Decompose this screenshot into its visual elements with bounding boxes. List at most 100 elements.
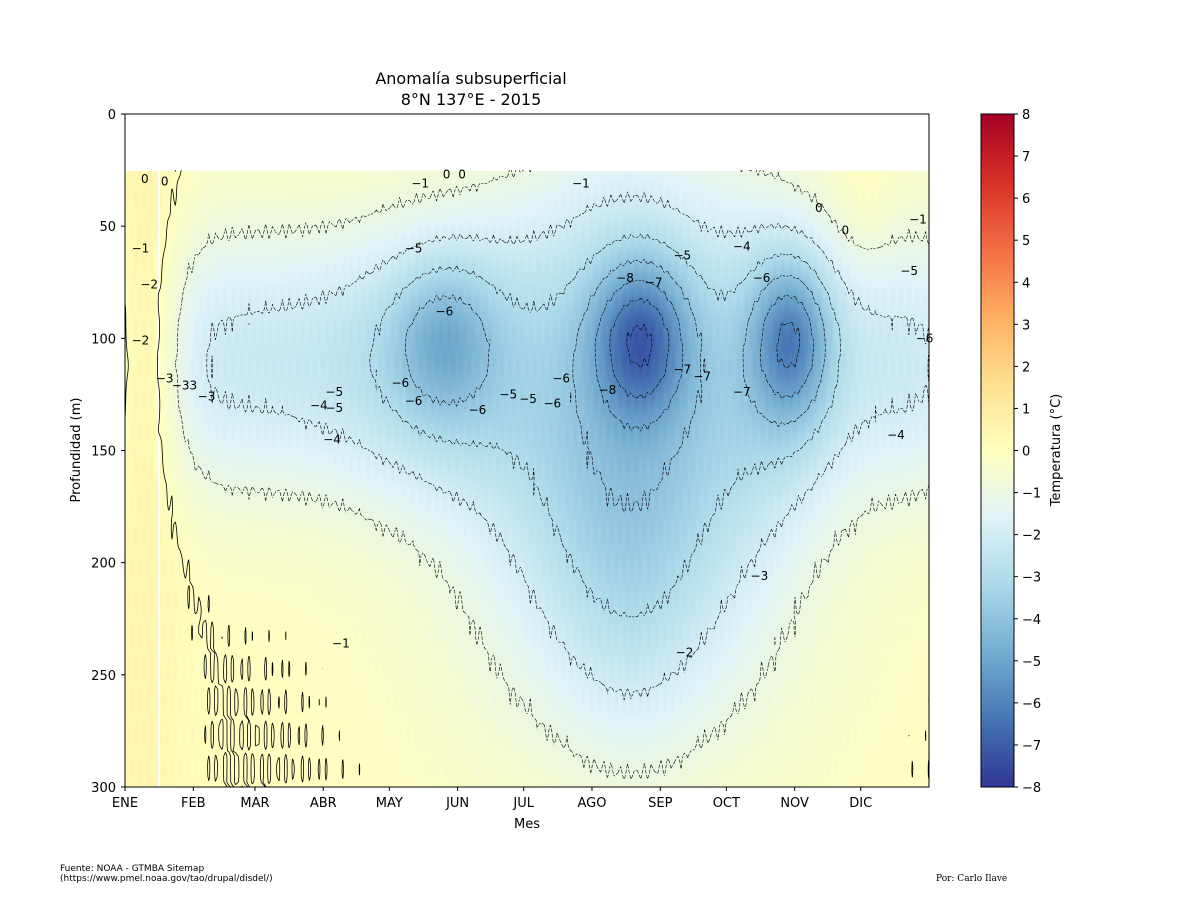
x-axis-label: Mes <box>514 817 540 832</box>
x-tick-label: DIC <box>849 796 872 811</box>
contour-label: −6 <box>391 376 409 390</box>
colorbar-ticks: 8 7 6 5 4 3 2 1 0 −1 −2 −3 −4 −5 −6 −7 −8 <box>1014 108 1041 796</box>
contour-label: −5 <box>900 264 918 278</box>
contour-label: −2 <box>676 645 694 659</box>
colorbar-label: Temperatura (°C) <box>1049 394 1064 507</box>
x-tick-label: MAR <box>240 796 269 811</box>
contour-label: −3 <box>156 372 174 386</box>
contour-labels: 0 0−1−2−2−3−33−3−4−5−5−4−6−6−6−5−10 0−6−5−… <box>132 168 934 660</box>
contour-label: −4 <box>887 428 905 442</box>
contour-label: −6 <box>405 394 423 408</box>
colorbar-tick-label: −1 <box>1022 487 1041 502</box>
contour-lines <box>125 169 929 787</box>
contour-label: −5 <box>325 401 343 415</box>
heatmap-plot-area: 0 0−1−2−2−3−33−3−4−5−5−4−6−6−6−5−10 0−6−5−… <box>124 113 934 788</box>
contour-label: −2 <box>132 334 150 348</box>
contour-line <box>369 233 841 618</box>
contour-label: −1 <box>411 177 429 191</box>
contour-label: −1 <box>332 636 350 650</box>
contour-label: 0 <box>443 168 451 182</box>
colorbar-tick-label: −3 <box>1022 571 1041 586</box>
x-tick-label: JUN <box>445 796 469 811</box>
contour-label: −5 <box>519 392 537 406</box>
colorbar-tick-label: −7 <box>1022 739 1041 754</box>
source-line-1: Fuente: NOAA - GTMBA Sitemap <box>60 864 205 874</box>
colorbar-tick-label: 0 <box>1022 445 1030 460</box>
author-credit: Por: Carlo Ilave <box>936 874 1008 884</box>
heatmap-raster <box>125 114 929 787</box>
contour-label: 0 <box>815 201 823 215</box>
contour-label: −7 <box>733 385 751 399</box>
contour-label: −4 <box>323 432 341 446</box>
colorbar-tick-label: −5 <box>1022 655 1041 670</box>
x-tick-label: ABR <box>310 796 337 811</box>
y-tick-label: 0 <box>108 108 116 123</box>
source-line-2: (https://www.pmel.noaa.gov/tao/drupal/di… <box>60 874 273 884</box>
contour-line <box>626 323 653 369</box>
contour-label: 0 <box>141 172 149 186</box>
y-tick-label: 150 <box>91 445 116 460</box>
temperature-anomaly-field <box>125 114 929 787</box>
contour-label: −5 <box>673 248 691 262</box>
contour-label: −5 <box>499 387 517 401</box>
contour-label: −1 <box>132 242 150 256</box>
contour-label: −2 <box>140 277 158 291</box>
contour-line <box>125 170 929 787</box>
x-tick-label: SEP <box>648 796 672 811</box>
x-tick-label: OCT <box>713 796 740 811</box>
contour-label: −8 <box>616 271 634 285</box>
y-tick-label: 50 <box>99 220 116 235</box>
colorbar-gradient <box>981 114 1014 787</box>
x-axis: ENE FEB MAR ABR MAY JUN JUL AGO SEP OCT NOV DIC <box>112 787 872 811</box>
contour-label: −1 <box>909 212 927 226</box>
contour-line <box>206 191 929 701</box>
x-tick-label: NOV <box>780 796 809 811</box>
y-axis: 0 50 100 150 200 250 300 <box>91 108 125 796</box>
contour-label: −5 <box>325 385 343 399</box>
x-tick-label: ENE <box>112 796 138 811</box>
x-tick-label: JUL <box>512 796 534 811</box>
missing-data-stripe <box>158 170 161 787</box>
colorbar-tick-label: 7 <box>1022 150 1030 165</box>
contour-label: −1 <box>572 177 590 191</box>
contour-label: −7 <box>693 369 711 383</box>
colorbar-tick-label: 6 <box>1022 192 1030 207</box>
y-axis-label: Profundidad (m) <box>69 398 84 503</box>
contour-label: −8 <box>599 383 617 397</box>
contour-label: −6 <box>753 271 771 285</box>
contour-label: 0 <box>458 168 466 182</box>
contour-label: −6 <box>436 304 454 318</box>
contour-line <box>405 258 826 513</box>
contour-line <box>174 169 929 780</box>
colorbar-tick-label: 1 <box>1022 402 1030 417</box>
colorbar-tick-label: 2 <box>1022 360 1030 375</box>
colorbar-tick-label: −8 <box>1022 781 1041 796</box>
colorbar: 8 7 6 5 4 3 2 1 0 −1 −2 −3 −4 −5 −6 −7 −8 Temperatura (°… <box>980 108 1064 796</box>
contour-label: −3 <box>198 390 216 404</box>
contour-label: 0 <box>161 174 169 188</box>
colorbar-tick-label: 4 <box>1022 276 1030 291</box>
contour-label: −7 <box>673 363 691 377</box>
colorbar-tick-label: −6 <box>1022 697 1041 712</box>
x-tick-label: FEB <box>181 796 206 811</box>
contour-label: 0 <box>841 224 849 238</box>
y-tick-label: 200 <box>91 557 116 572</box>
chart-title-line2: 8°N 137°E - 2015 <box>401 90 542 109</box>
contour-line <box>609 297 800 400</box>
contour-label: −4 <box>733 239 751 253</box>
chart-title-line1: Anomalía subsuperficial <box>375 69 566 88</box>
contour-label: −6 <box>552 372 570 386</box>
colorbar-tick-label: −4 <box>1022 613 1041 628</box>
colorbar-tick-label: 8 <box>1022 108 1030 123</box>
contour-label: −6 <box>916 331 934 345</box>
contour-label: −4 <box>310 399 328 413</box>
contour-label: −33 <box>172 378 197 392</box>
contour-label: −6 <box>543 396 561 410</box>
colorbar-tick-label: −2 <box>1022 529 1041 544</box>
x-tick-label: MAY <box>376 796 403 811</box>
y-tick-label: 250 <box>91 669 116 684</box>
colorbar-tick-label: 3 <box>1022 318 1030 333</box>
contour-label: −6 <box>469 403 487 417</box>
contour-label: −3 <box>751 569 769 583</box>
